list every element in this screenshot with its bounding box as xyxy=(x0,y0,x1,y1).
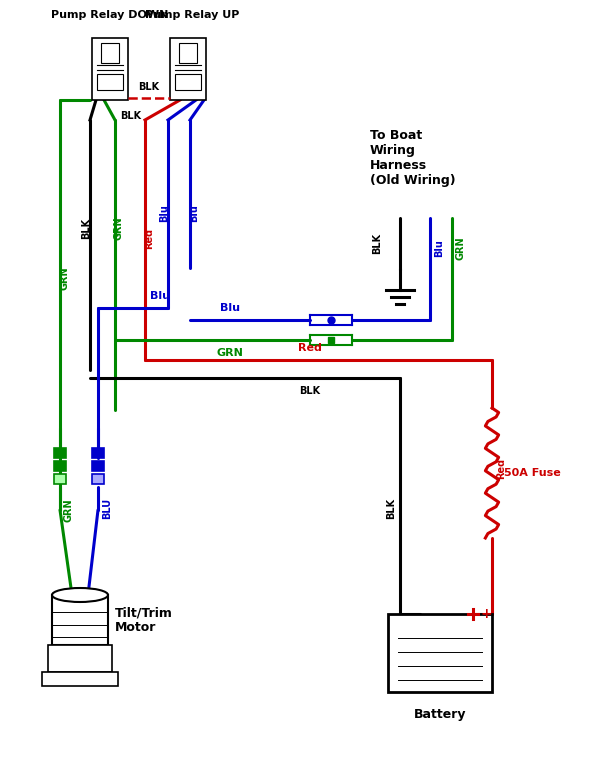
Text: +: + xyxy=(480,607,491,621)
Bar xyxy=(92,474,104,484)
Text: Pump Relay UP: Pump Relay UP xyxy=(145,10,239,20)
Text: BLK: BLK xyxy=(372,233,382,253)
Bar xyxy=(54,474,66,484)
Text: BLK: BLK xyxy=(139,82,160,92)
Bar xyxy=(48,645,112,672)
Text: Blu: Blu xyxy=(189,204,199,222)
Text: Battery: Battery xyxy=(414,708,466,721)
Text: Blu: Blu xyxy=(159,204,169,222)
Bar xyxy=(170,38,206,100)
Bar xyxy=(97,74,123,90)
Text: Blu: Blu xyxy=(434,239,444,257)
Text: GRN: GRN xyxy=(59,266,69,290)
Text: Red: Red xyxy=(144,227,154,249)
Text: BLK: BLK xyxy=(300,386,320,396)
Text: Red: Red xyxy=(298,343,322,353)
Bar xyxy=(92,38,128,100)
Bar xyxy=(54,448,66,458)
Bar xyxy=(92,448,104,458)
Text: GRN: GRN xyxy=(456,237,466,260)
Bar xyxy=(179,43,197,63)
Bar xyxy=(54,461,66,471)
Text: BLK: BLK xyxy=(81,217,91,239)
Ellipse shape xyxy=(52,588,108,602)
Text: BLK: BLK xyxy=(120,111,141,121)
Bar xyxy=(92,461,104,471)
Text: BLK: BLK xyxy=(386,498,396,518)
Text: 50A Fuse: 50A Fuse xyxy=(504,468,561,478)
Text: Tilt/Trim
Motor: Tilt/Trim Motor xyxy=(115,606,173,634)
Bar xyxy=(388,614,492,692)
Text: GRN: GRN xyxy=(217,348,243,358)
Text: Red: Red xyxy=(496,458,506,478)
Text: Blu: Blu xyxy=(220,303,240,313)
Text: GRN: GRN xyxy=(114,216,124,240)
Text: Pump Relay DOWN: Pump Relay DOWN xyxy=(52,10,169,20)
Text: Blu: Blu xyxy=(150,291,170,301)
Text: BLU: BLU xyxy=(102,498,112,519)
Text: To Boat
Wiring
Harness
(Old Wiring): To Boat Wiring Harness (Old Wiring) xyxy=(370,129,456,187)
Bar xyxy=(52,595,108,645)
Bar xyxy=(175,74,201,90)
Text: GRN: GRN xyxy=(64,498,74,521)
Bar xyxy=(42,672,118,686)
Bar xyxy=(101,43,119,63)
